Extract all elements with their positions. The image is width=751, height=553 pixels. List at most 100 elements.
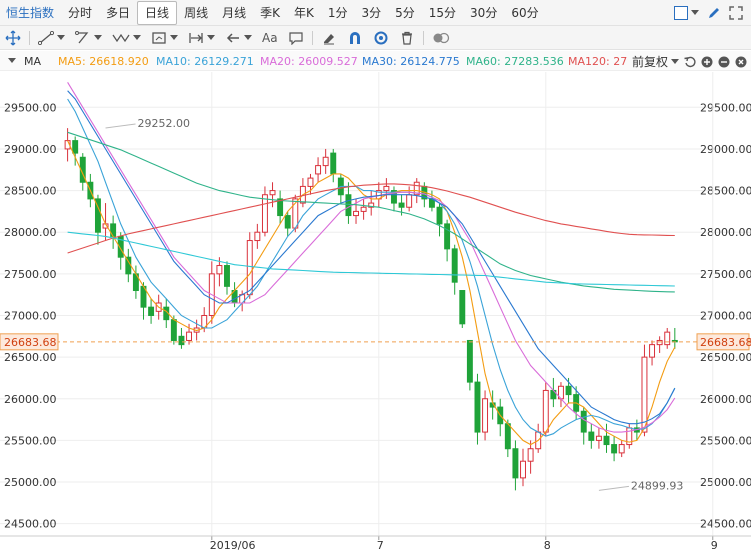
y-tick-label-left: 28000.00 — [4, 226, 57, 239]
tab-weekly[interactable]: 周线 — [184, 5, 209, 20]
candle-body — [595, 435, 602, 441]
eye-tool[interactable] — [368, 27, 394, 49]
x-tick-label: 7 — [377, 539, 384, 552]
candle-body — [246, 240, 253, 296]
close-icon[interactable] — [735, 56, 747, 68]
y-tick-label-right: 26500.00 — [700, 351, 751, 364]
indicator-name[interactable]: MA — [24, 55, 42, 68]
candle-body — [178, 335, 185, 346]
tab-15min[interactable]: 15分 — [428, 5, 457, 20]
y-tick-label-left: 27500.00 — [4, 268, 57, 281]
candle-body — [413, 181, 420, 196]
candle-body — [603, 435, 610, 446]
y-tick-label-right: 28000.00 — [700, 226, 751, 239]
text-tool[interactable]: Aa — [257, 27, 283, 49]
edit-pen-icon[interactable] — [707, 6, 721, 20]
tab-fenshi[interactable]: 分时 — [68, 5, 93, 20]
candle-body — [611, 444, 618, 454]
candle-body — [664, 331, 671, 346]
toggle-circles-icon — [433, 32, 449, 43]
candle-body — [254, 231, 261, 242]
extreme-annotation: 24899.93 — [631, 479, 684, 492]
comment-tool[interactable] — [283, 27, 309, 49]
tab-monthly[interactable]: 月线 — [222, 5, 247, 20]
chevron-down-icon — [691, 10, 699, 15]
candle-body — [527, 448, 534, 462]
y-tick-label-left: 25000.00 — [4, 476, 57, 489]
annotation-leader — [105, 123, 136, 129]
delete-tool[interactable] — [394, 27, 420, 49]
tab-quarterly[interactable]: 季K — [260, 5, 280, 20]
line-tool[interactable] — [33, 27, 70, 49]
ma60-label: MA60: 27283.536 — [466, 55, 564, 68]
ma-line-ma30 — [67, 90, 676, 425]
last-price-label-left: 26683.68 — [4, 336, 57, 349]
y-tick-label-left: 27000.00 — [4, 309, 57, 322]
candle-body — [588, 431, 595, 441]
candle-body — [383, 185, 390, 192]
polyline-icon — [75, 30, 89, 43]
candlestick-chart[interactable]: 29500.00 29500.00 29000.00 29000.00 28500.00… — [0, 72, 751, 553]
reset-icon[interactable] — [684, 56, 696, 68]
style-swatch-icon — [674, 5, 688, 20]
candle-body — [482, 398, 489, 433]
fullscreen-icon[interactable] — [729, 5, 743, 20]
cycle-tool[interactable] — [427, 27, 455, 49]
candle-body — [315, 165, 322, 175]
chevron-down-icon — [57, 35, 65, 40]
rectangle-icon — [152, 31, 166, 44]
box-tool[interactable] — [146, 27, 183, 49]
y-tick-label-right: 25000.00 — [700, 476, 751, 489]
ma10-label: MA10: 26129.271 — [156, 55, 254, 68]
ma20-label: MA20: 26009.527 — [260, 55, 358, 68]
tab-yearly[interactable]: 年K — [293, 5, 314, 20]
periodbar-controls — [674, 5, 751, 20]
y-tick-label-left: 24500.00 — [4, 518, 57, 531]
crosshair-tool[interactable] — [0, 27, 26, 49]
candle-body — [618, 444, 625, 454]
tab-5min[interactable]: 5分 — [395, 5, 415, 20]
trend-line-icon — [38, 30, 54, 45]
magnet-tool[interactable] — [342, 27, 368, 49]
tab-1min[interactable]: 1分 — [327, 5, 348, 20]
y-tick-label-right: 29500.00 — [700, 101, 751, 114]
wave-tool[interactable] — [107, 27, 146, 49]
comment-icon — [288, 31, 303, 45]
tab-60min[interactable]: 60分 — [511, 5, 539, 20]
tab-3min[interactable]: 3分 — [361, 5, 382, 20]
text-tool-label: Aa — [262, 30, 278, 45]
ma-line-ma10 — [67, 98, 676, 437]
x-tick-label: 9 — [711, 539, 718, 552]
tab-multiday[interactable]: 多日 — [106, 5, 131, 20]
extreme-annotation: 29252.00 — [138, 117, 191, 130]
eraser-tool[interactable] — [316, 27, 342, 49]
candle-body — [542, 389, 549, 433]
candle-body — [284, 215, 291, 229]
index-title[interactable]: 恒生指数 — [6, 5, 55, 20]
tab-daily[interactable]: 日线 — [137, 0, 178, 25]
zoom-out-icon[interactable] — [718, 56, 730, 68]
candle-body — [148, 306, 155, 316]
candle-body — [170, 319, 177, 341]
measure-tool[interactable] — [183, 27, 220, 49]
collapse-icon[interactable] — [8, 58, 16, 63]
tab-30min[interactable]: 30分 — [470, 5, 498, 20]
candle-body — [649, 344, 656, 358]
chevron-down-icon — [244, 35, 252, 40]
candle-body — [398, 202, 405, 208]
y-tick-label-left: 26500.00 — [4, 351, 57, 364]
y-tick-label-left: 25500.00 — [4, 434, 57, 447]
chevron-down-icon — [671, 59, 679, 64]
ma-line-ma60 — [67, 131, 675, 293]
y-tick-label-right: 24500.00 — [700, 518, 751, 531]
arrow-tool[interactable] — [220, 27, 257, 49]
pen-tool[interactable] — [70, 27, 107, 49]
candle-body — [125, 256, 132, 275]
chevron-down-icon — [94, 35, 102, 40]
last-price-tag-left — [0, 333, 59, 351]
zoom-in-icon[interactable] — [701, 56, 713, 68]
style-select[interactable] — [674, 5, 699, 20]
y-tick-label-left: 29000.00 — [4, 143, 57, 156]
candle-body — [277, 198, 284, 217]
adjust-select[interactable]: 前复权 — [632, 53, 679, 70]
